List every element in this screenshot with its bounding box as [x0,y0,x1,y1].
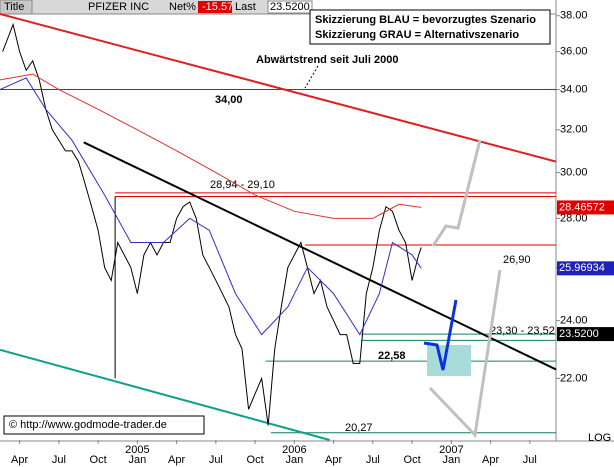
net-label: Net% [169,1,196,13]
net-value: -15.57 [202,1,233,13]
y-tick-label: 30.00 [560,167,588,179]
trend-pointer [304,65,319,89]
x-tick-label: Apr [11,454,28,466]
legend-box [309,9,551,45]
blue-scenario [423,299,458,371]
gray-scenario-up [431,139,482,247]
level-label: 22,58 [378,350,406,362]
y-tick-label: 24.00 [560,315,588,327]
price-line [0,77,422,336]
last-box [267,0,313,14]
last-value-box [557,261,614,276]
net-box [198,1,232,13]
x-tick-label: Jul [52,454,66,466]
x-tick-label: Jan [442,454,460,466]
x-tick-label: Apr [168,454,185,466]
trend-line [83,141,557,371]
x-tick-label: Jan [285,454,303,466]
trend-label: Abwärtstrend seit Juli 2000 [256,54,398,66]
legend-blue: Skizzierung BLAU = bevorzugtes Szenario [315,14,536,26]
last-value-label: 28.46572 [559,201,605,213]
level-label: 28,94 - 29,10 [210,179,275,191]
level-label: 20,27 [345,422,373,434]
x-tick-label: Apr [482,454,499,466]
last-value-box [557,327,614,342]
x-tick-label: Apr [325,454,342,466]
x-tick-label: Oct [90,454,107,466]
level-label: 26,90 [503,254,531,266]
level-label: 23,30 - 23,52 [490,325,555,337]
legend-gray: Skizzierung GRAU = Alternativszenario [315,29,519,41]
plot: 34,00 28,94 - 29,10 26,90 23,30 - 23,52 22,5… [0,13,557,441]
x-tick-label: Jul [209,454,223,466]
year-label: 2006 [282,444,306,456]
target-zone [427,345,471,376]
year-label: 2007 [439,444,463,456]
x-tick-label: Jul [523,454,537,466]
scale-label: LOG [588,432,611,444]
y-tick-label: 22.00 [560,372,588,384]
x-tick-label: Oct [404,454,421,466]
x-tick-label: Oct [247,454,264,466]
trend-line [0,13,557,163]
last-value: 23.5200 [270,1,310,13]
stock-name: PFIZER INC [88,1,149,13]
copyright: © http://www.godmode-trader.de [9,419,167,431]
last-value-label: 25.96934 [559,262,605,274]
price-line [0,73,422,219]
last-label: Last [235,1,256,13]
y-tick-label: 38.00 [560,10,588,22]
copyright-box [3,415,205,435]
last-value-box [557,200,614,215]
y-tick-label: 34.00 [560,83,588,95]
x-tick-label: Jan [128,454,146,466]
trend-line [0,348,330,441]
gray-scenario-down [428,269,502,439]
year-label: 2005 [125,444,149,456]
level-label: 34,00 [215,94,243,106]
y-tick-label: 36.00 [560,46,588,58]
price-line [2,22,422,426]
y-tick-label: 32.00 [560,124,588,136]
last-value-label: 23.5200 [559,328,599,340]
x-tick-label: Jul [366,454,380,466]
y-tick-label: 28.00 [560,212,588,224]
title-label: Title [4,1,24,13]
